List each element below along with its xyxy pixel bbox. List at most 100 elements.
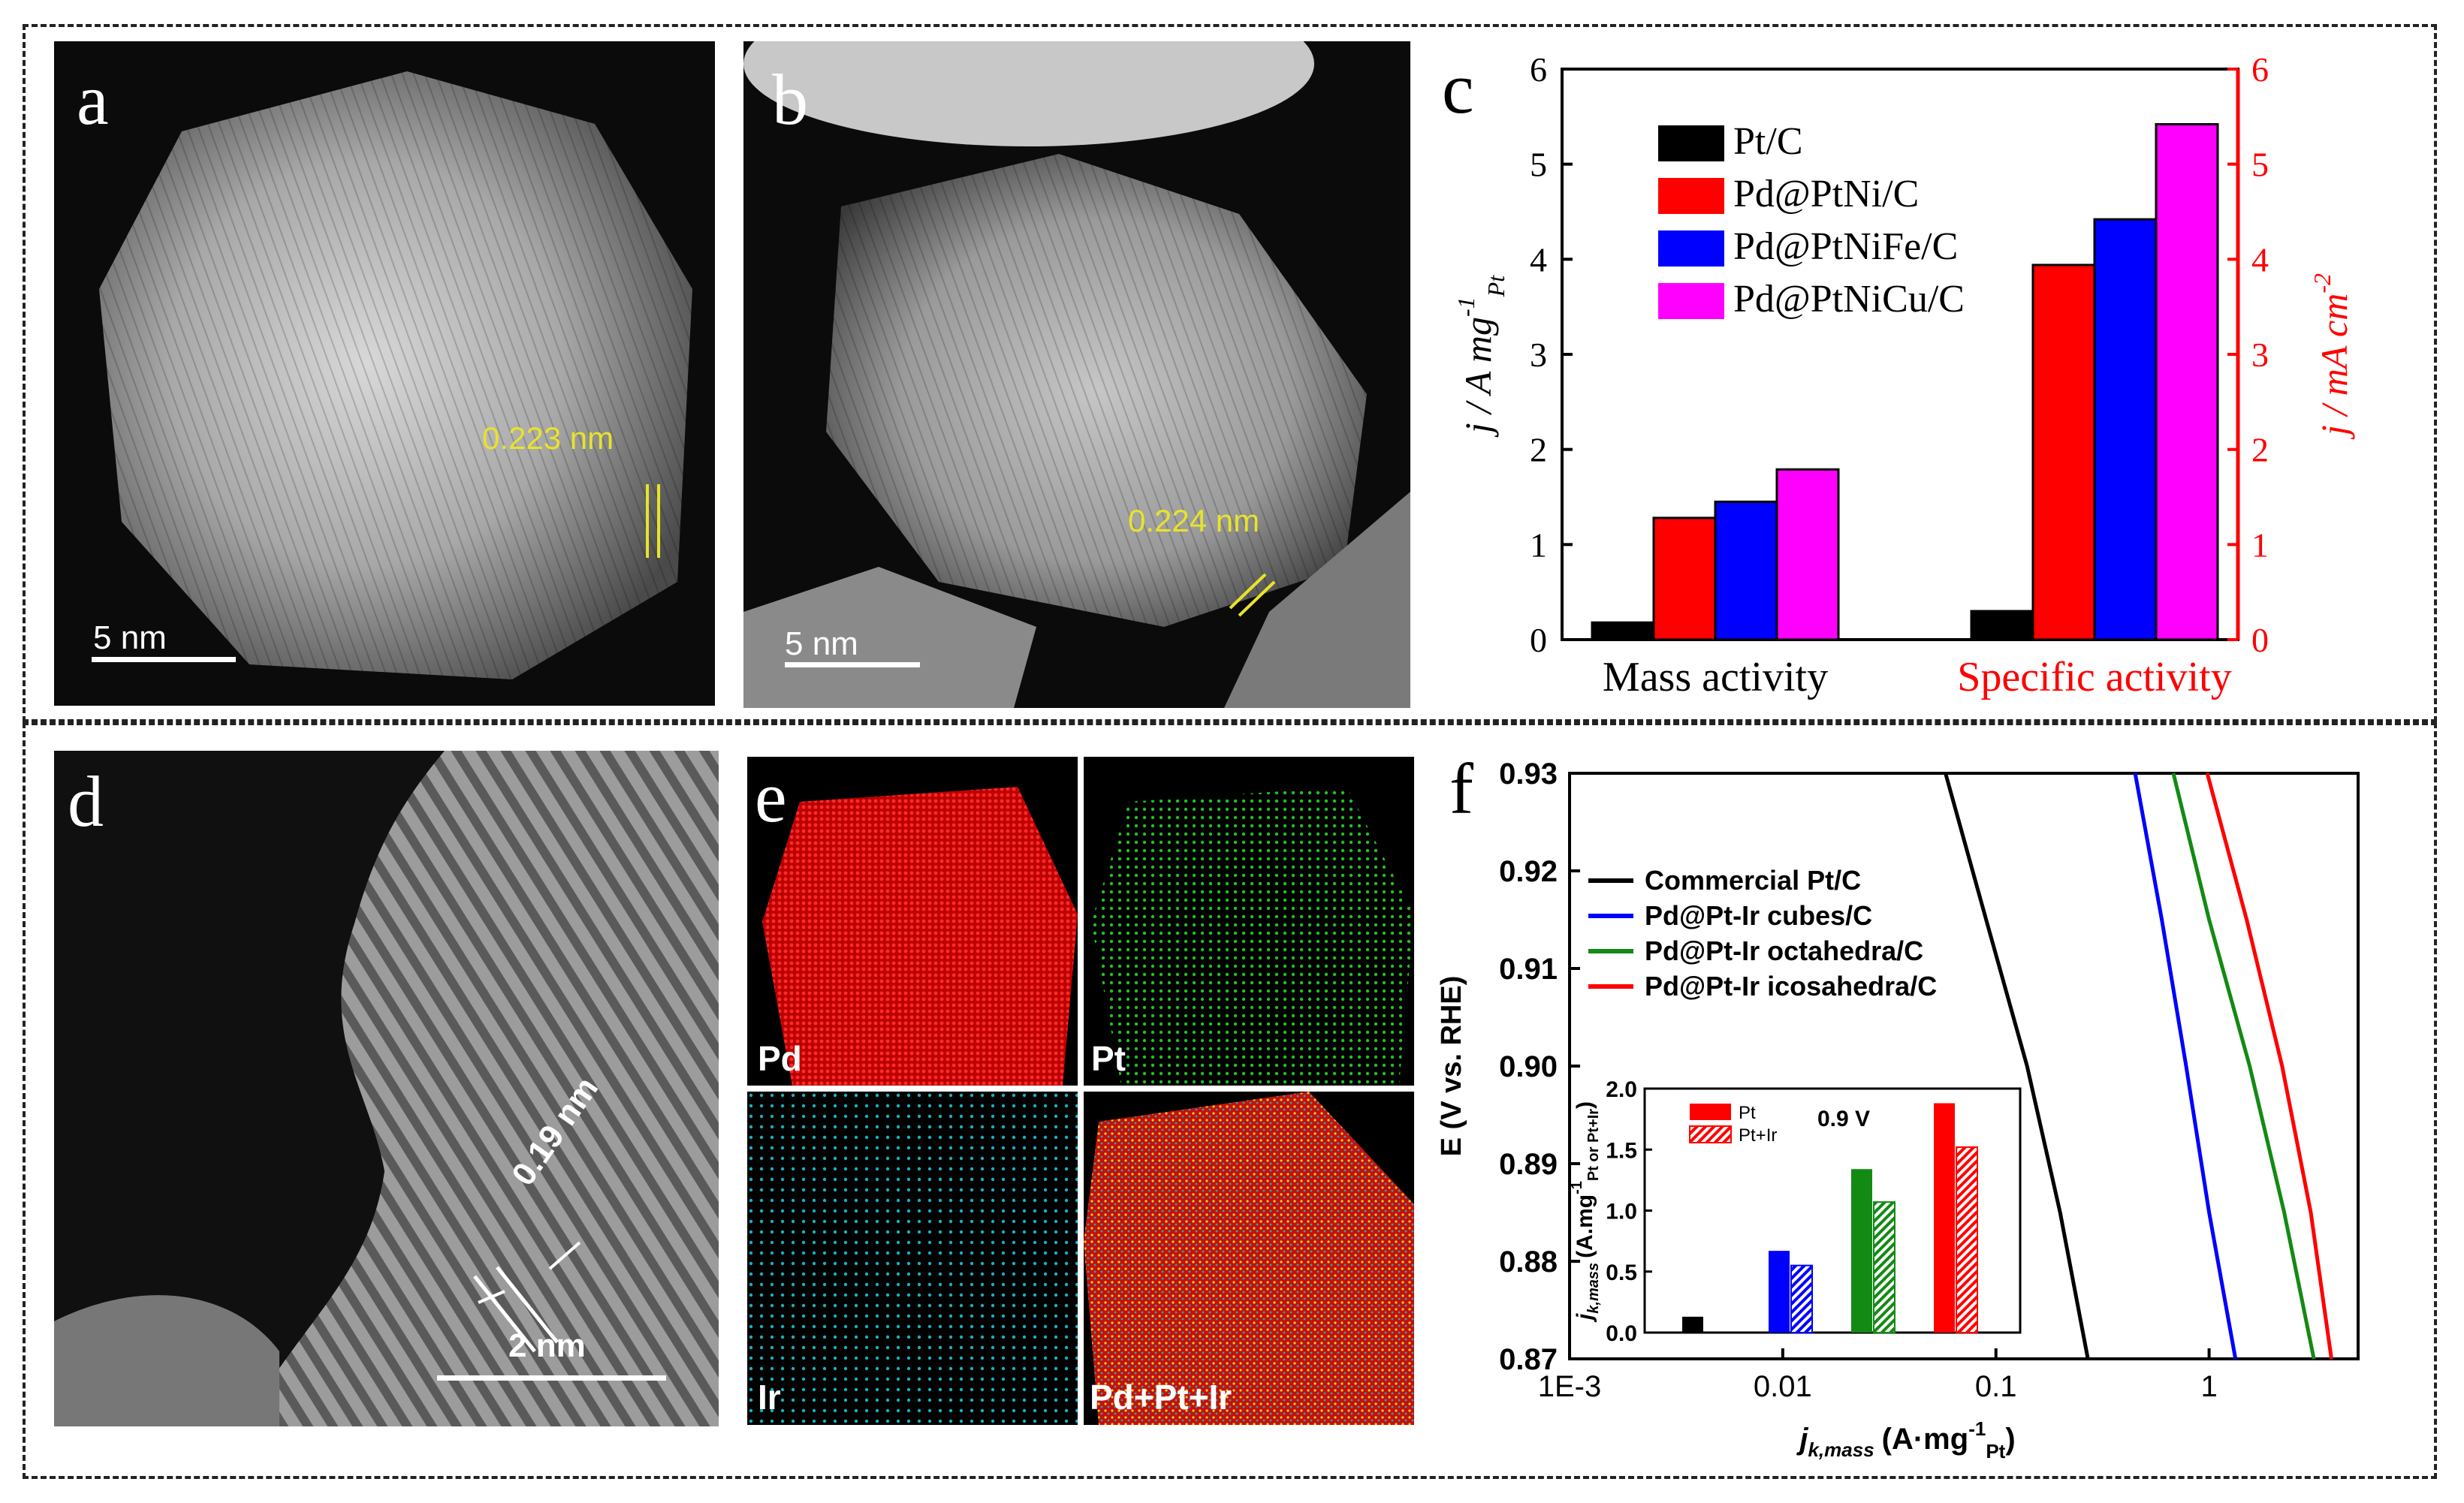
c-right-tick-label: 6 — [2251, 50, 2269, 89]
c-bar-pd-ptnife-c — [2093, 218, 2158, 641]
f-legend-label: Pd@Pt-Ir cubes/C — [1645, 900, 1872, 931]
c-legend-label: Pd@PtNi/C — [1733, 173, 1919, 215]
f-inset-tick-label: 1.5 — [1606, 1138, 1637, 1163]
c-legend-swatch — [1658, 283, 1724, 319]
c-bar-pd-ptnicu-c — [1775, 468, 1840, 641]
panel-f-y-axis-label: E (V vs. RHE) — [1436, 976, 1467, 1157]
f-inset-tick-label: 0.5 — [1606, 1261, 1637, 1285]
c-legend-swatch — [1658, 178, 1724, 214]
map-pt-label: Pt — [1091, 1039, 1126, 1078]
figure-frame-bottom — [23, 722, 2437, 1479]
c-legend-label: Pt/C — [1733, 120, 1803, 163]
c-right-tick-label: 1 — [2251, 526, 2269, 564]
panel-b-particles — [743, 41, 1410, 708]
c-bar-pd-ptni-c — [2031, 264, 2096, 641]
f-inset-legend-swatch-ptir — [1689, 1125, 1732, 1143]
f-inset-bar-pt — [1934, 1103, 1955, 1333]
c-bar-pt-c — [1970, 610, 2034, 641]
f-inset-bar-ptir — [1873, 1201, 1896, 1333]
c-left-tick-label: 6 — [1530, 50, 1547, 89]
panel-a-lattice-spacing: 0.223 nm — [482, 420, 614, 456]
c-legend-label: Pd@PtNiCu/C — [1733, 278, 1965, 321]
map-overlay: Pd+Pt+Ir — [1084, 1092, 1414, 1425]
c-left-tick-label: 3 — [1530, 336, 1547, 374]
f-inset-tick-label: 0.0 — [1606, 1321, 1637, 1346]
f-line-commercial-pt-c — [1944, 773, 2090, 1360]
f-x-tick-label: 0.1 — [1975, 1370, 2017, 1403]
c-left-tick-label: 5 — [1530, 146, 1547, 184]
f-y-tick-label: 0.88 — [1499, 1245, 1558, 1279]
c-left-tick-label: 1 — [1530, 526, 1547, 564]
c-right-tick-label: 3 — [2251, 336, 2269, 374]
panel-f-label: f — [1449, 748, 1473, 829]
panel-d-scale-bar — [437, 1375, 666, 1381]
panel-b-haadf-image: b 0.224 nm 5 nm — [743, 41, 1410, 708]
c-legend-swatch — [1658, 125, 1724, 161]
f-y-tick-label: 0.93 — [1499, 758, 1558, 791]
panel-c-left-axis-label: j / A mg-1Pt — [1452, 275, 1509, 438]
f-y-tick-label: 0.91 — [1499, 953, 1558, 986]
c-left-tick-label: 2 — [1530, 431, 1547, 469]
f-inset-bar-ptir — [1790, 1264, 1813, 1333]
f-inset-title: 0.9 V — [1817, 1107, 1870, 1131]
map-ir-label: Ir — [758, 1378, 781, 1417]
panel-c-right-axis-label: j / mA cm-2 — [2309, 273, 2355, 440]
c-bar-pd-ptni-c — [1652, 517, 1717, 641]
c-bar-pt-c — [1591, 621, 1655, 641]
f-x-tick-label: 1 — [2200, 1370, 2217, 1403]
c-right-tick-label: 5 — [2251, 146, 2269, 184]
panel-a-scale-bar — [92, 657, 236, 662]
map-overlay-label: Pd+Pt+Ir — [1090, 1378, 1232, 1417]
f-line-pd-pt-ir-octahedra-c — [2171, 773, 2316, 1360]
f-x-tick-label: 1E-3 — [1538, 1370, 1602, 1403]
c-category-label: Mass activity — [1603, 654, 1828, 700]
f-inset-legend-pt: Pt — [1739, 1103, 1756, 1123]
f-legend-label: Pd@Pt-Ir icosahedra/C — [1645, 971, 1937, 1001]
map-pd: e Pd — [747, 757, 1078, 1086]
panel-b-lattice-spacing: 0.224 nm — [1128, 503, 1260, 538]
f-inset-tick-label: 2.0 — [1606, 1077, 1637, 1102]
c-category-label: Specific activity — [1957, 654, 2231, 700]
map-ir: Ir — [747, 1092, 1078, 1425]
panel-f-tafel-chart: f 0.870.880.890.900.910.920.93 1E-3 0.01 0… — [1436, 748, 2360, 1462]
panel-a-label: a — [77, 59, 109, 140]
panel-d-haadf-image: d 0.19 nm 2 nm — [54, 751, 719, 1426]
f-line-pd-pt-ir-icosahedra-c — [2205, 773, 2333, 1360]
c-left-tick-label: 4 — [1530, 240, 1547, 279]
f-y-tick-label: 0.87 — [1499, 1343, 1558, 1376]
panel-e-label: e — [755, 757, 787, 837]
panel-d-lattice — [54, 751, 719, 1426]
panel-b-scale-text: 5 nm — [785, 625, 858, 662]
panel-d-label: d — [68, 761, 104, 842]
panel-c-label: c — [1442, 48, 1474, 128]
f-inset-bar-pt — [1851, 1169, 1872, 1333]
panel-c-activity-chart: c 0 1 2 3 4 5 6 0 1 2 3 4 5 6 Pt/C Pd@PtNi/C Pd@PtNiFe… — [1442, 48, 2355, 700]
panel-f-x-axis-label: jk,mass (A·mg-1Pt) — [1796, 1417, 2015, 1462]
c-right-tick-label: 0 — [2251, 621, 2269, 659]
f-legend-label: Commercial Pt/C — [1645, 865, 1861, 896]
c-right-tick-label: 4 — [2251, 240, 2269, 279]
f-inset-legend-ptir: Pt+Ir — [1739, 1125, 1777, 1146]
panel-e-eds-maps: e Pd Pt Ir Pd+Pt+Ir — [747, 757, 1416, 1425]
panel-b-scale-bar — [785, 662, 920, 667]
map-pt: Pt — [1084, 757, 1414, 1086]
f-y-tick-label: 0.90 — [1499, 1050, 1558, 1083]
c-legend-label: Pd@PtNiFe/C — [1733, 225, 1958, 268]
f-x-tick-label: 0.01 — [1754, 1370, 1812, 1403]
f-inset-y-label: jk,mass(A.mg-1Pt or Pt+Ir) — [1569, 1101, 1602, 1323]
f-legend-label: Pd@Pt-Ir octahedra/C — [1645, 935, 1923, 966]
f-line-pd-pt-ir-cubes-c — [2133, 773, 2238, 1360]
f-inset-bar-pt — [1769, 1251, 1790, 1333]
f-inset-legend-swatch-pt — [1690, 1104, 1731, 1120]
c-left-tick-label: 0 — [1530, 621, 1547, 659]
panel-b-label: b — [772, 59, 808, 140]
f-inset-bar-pt — [1682, 1316, 1703, 1333]
figure-frame-top — [23, 24, 2437, 722]
panel-a-scale-text: 5 nm — [93, 619, 167, 656]
c-bar-pd-ptnicu-c — [2155, 122, 2219, 641]
c-bar-pd-ptnife-c — [1714, 500, 1778, 641]
f-inset-bar-ptir — [1956, 1146, 1978, 1333]
f-y-tick-label: 0.92 — [1499, 855, 1558, 888]
panel-a-particle — [99, 71, 692, 679]
f-y-tick-label: 0.89 — [1499, 1148, 1558, 1181]
